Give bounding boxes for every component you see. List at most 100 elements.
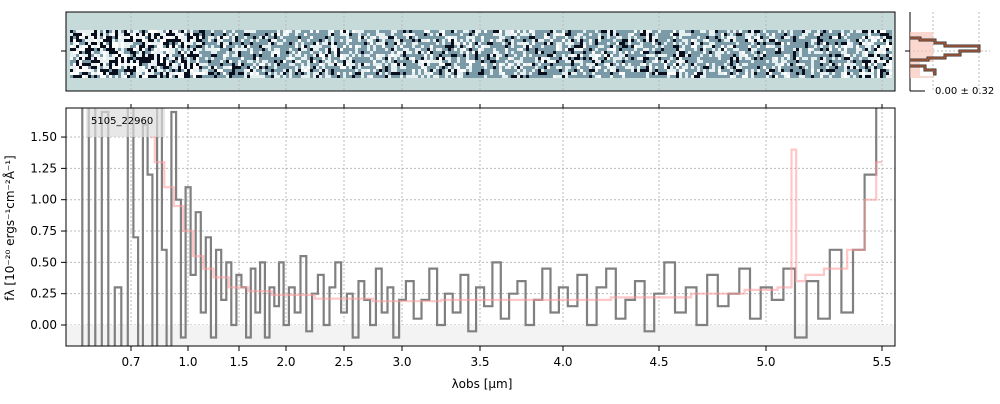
2d-pixel (184, 30, 187, 33)
2d-pixel (574, 45, 577, 48)
2d-pixel (544, 54, 547, 57)
2d-pixel (127, 69, 130, 72)
histogram-panel: 0.00 ± 0.32 (905, 12, 994, 97)
2d-pixel (652, 48, 655, 51)
2d-pixel (211, 30, 214, 33)
2d-pixel (139, 69, 142, 72)
2d-pixel (412, 69, 415, 72)
2d-pixel (466, 30, 469, 33)
2d-pixel (679, 57, 682, 60)
2d-pixel (85, 72, 88, 75)
2d-pixel (757, 57, 760, 60)
2d-pixel (115, 63, 118, 66)
2d-pixel (769, 45, 772, 48)
2d-pixel (370, 75, 373, 78)
2d-pixel (223, 72, 226, 75)
2d-pixel (772, 51, 775, 54)
2d-pixel (379, 72, 382, 75)
2d-pixel (829, 48, 832, 51)
y-axis-label: fλ [10⁻²⁰ ergs⁻¹cm⁻²Å⁻¹] (2, 155, 17, 300)
2d-pixel (676, 72, 679, 75)
2d-pixel (700, 63, 703, 66)
2d-pixel (796, 54, 799, 57)
2d-pixel (811, 66, 814, 69)
2d-pixel (604, 45, 607, 48)
2d-pixel (676, 42, 679, 45)
2d-pixel (373, 30, 376, 33)
2d-pixel (832, 69, 835, 72)
2d-pixel (619, 63, 622, 66)
2d-pixel (655, 39, 658, 42)
2d-pixel (394, 39, 397, 42)
2d-pixel (499, 63, 502, 66)
2d-pixel (397, 66, 400, 69)
2d-pixel (238, 30, 241, 33)
2d-pixel (109, 54, 112, 57)
2d-pixel (535, 36, 538, 39)
2d-pixel (619, 51, 622, 54)
2d-pixel (550, 33, 553, 36)
2d-pixel (502, 63, 505, 66)
2d-pixel (736, 33, 739, 36)
2d-pixel (349, 30, 352, 33)
2d-pixel (523, 60, 526, 63)
2d-pixel (172, 60, 175, 63)
2d-pixel (286, 60, 289, 63)
2d-pixel (703, 39, 706, 42)
2d-pixel (136, 63, 139, 66)
2d-pixel (253, 60, 256, 63)
2d-pixel (319, 48, 322, 51)
2d-pixel (331, 57, 334, 60)
2d-pixel (355, 63, 358, 66)
2d-pixel (388, 66, 391, 69)
2d-pixel (361, 69, 364, 72)
2d-pixel (781, 69, 784, 72)
2d-pixel (322, 45, 325, 48)
2d-pixel (421, 51, 424, 54)
2d-pixel (73, 60, 76, 63)
2d-pixel (160, 66, 163, 69)
2d-pixel (718, 48, 721, 51)
2d-pixel (853, 72, 856, 75)
2d-pixel (409, 30, 412, 33)
2d-pixel (544, 66, 547, 69)
2d-pixel (424, 57, 427, 60)
2d-pixel (577, 66, 580, 69)
2d-pixel (718, 72, 721, 75)
2d-pixel (154, 60, 157, 63)
2d-pixel (679, 36, 682, 39)
2d-pixel (700, 36, 703, 39)
2d-pixel (850, 48, 853, 51)
2d-pixel (73, 39, 76, 42)
2d-pixel (745, 54, 748, 57)
2d-pixel (826, 51, 829, 54)
2d-pixel (73, 72, 76, 75)
2d-pixel (136, 39, 139, 42)
2d-pixel (106, 54, 109, 57)
2d-pixel (841, 69, 844, 72)
2d-pixel (577, 69, 580, 72)
2d-pixel (817, 30, 820, 33)
2d-pixel (232, 75, 235, 78)
2d-pixel (799, 66, 802, 69)
2d-pixel (535, 42, 538, 45)
2d-pixel (631, 48, 634, 51)
2d-pixel (796, 45, 799, 48)
2d-pixel (586, 36, 589, 39)
2d-pixel (634, 57, 637, 60)
2d-pixel (820, 72, 823, 75)
2d-pixel (805, 57, 808, 60)
2d-pixel (193, 69, 196, 72)
2d-pixel (637, 60, 640, 63)
2d-pixel (751, 51, 754, 54)
2d-pixel (442, 75, 445, 78)
2d-pixel (247, 66, 250, 69)
2d-pixel (223, 30, 226, 33)
2d-pixel (838, 45, 841, 48)
2d-pixel (427, 45, 430, 48)
2d-pixel (130, 45, 133, 48)
2d-pixel (193, 30, 196, 33)
2d-pixel (400, 75, 403, 78)
2d-pixel (250, 60, 253, 63)
2d-pixel (250, 66, 253, 69)
